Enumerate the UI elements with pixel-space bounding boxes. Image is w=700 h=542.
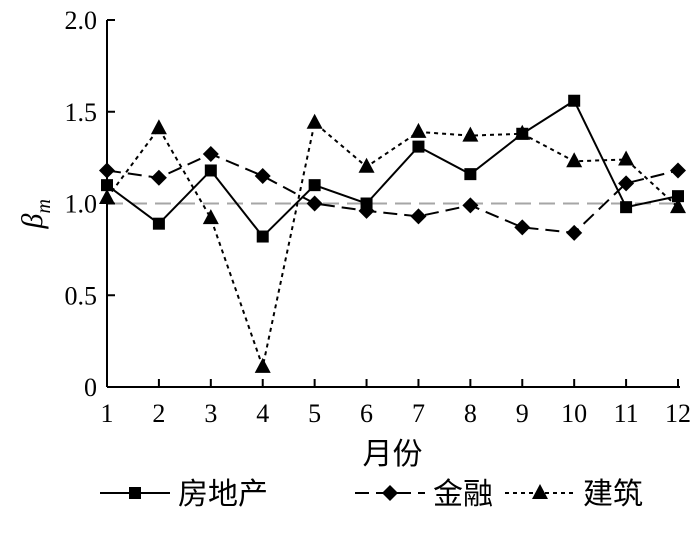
data-point-3 <box>358 157 375 173</box>
data-point-2 <box>358 202 375 219</box>
data-point-2 <box>410 208 427 225</box>
data-point-1 <box>204 164 217 177</box>
data-point-2 <box>254 167 271 184</box>
data-point-3 <box>566 152 583 168</box>
legend-label-2: 金融 <box>433 478 493 511</box>
data-point-3 <box>254 357 271 373</box>
x-tick-label: 3 <box>204 399 217 428</box>
data-point-3 <box>670 198 686 214</box>
data-point-2 <box>306 195 323 212</box>
y-axis-label: βm <box>16 199 55 229</box>
y-tick-label: 1.5 <box>65 98 98 127</box>
y-tick-label: 2.0 <box>65 6 98 35</box>
data-point-1 <box>101 179 113 192</box>
data-point-3 <box>514 124 531 140</box>
data-point-3 <box>410 122 427 138</box>
data-point-1 <box>464 168 477 181</box>
x-tick-label: 6 <box>360 399 373 428</box>
legend-marker-2 <box>382 485 398 501</box>
x-tick-label: 10 <box>561 399 587 428</box>
data-point-1 <box>308 179 321 192</box>
data-point-3 <box>150 119 167 135</box>
x-tick-label: 5 <box>308 399 321 428</box>
data-point-2 <box>202 145 219 162</box>
legend-label-3: 建筑 <box>583 478 643 511</box>
y-tick-label: 1.0 <box>65 190 98 219</box>
x-tick-label: 8 <box>464 399 477 428</box>
data-point-1 <box>620 201 633 214</box>
x-axis-label: 月份 <box>363 438 423 471</box>
data-point-1 <box>256 230 269 243</box>
x-tick-label: 4 <box>256 399 269 428</box>
data-point-1 <box>412 140 425 153</box>
data-point-2 <box>514 219 531 236</box>
data-point-2 <box>462 197 479 214</box>
legend-marker-3 <box>532 484 548 499</box>
data-point-2 <box>618 175 635 192</box>
x-tick-label: 7 <box>412 399 425 428</box>
x-tick-label: 12 <box>665 399 691 428</box>
series-line-2 <box>106 152 679 234</box>
data-point-1 <box>568 94 581 107</box>
data-point-2 <box>99 162 115 179</box>
data-point-1 <box>152 217 165 230</box>
y-axis-label-subscript: m <box>33 199 55 213</box>
data-point-3 <box>462 126 479 142</box>
x-tick-label: 11 <box>614 399 639 428</box>
series-line-3 <box>106 120 679 371</box>
data-point-1 <box>672 190 684 203</box>
y-tick-label: 0.5 <box>65 281 98 310</box>
x-tick-label: 9 <box>516 399 529 428</box>
data-point-2 <box>670 162 686 179</box>
data-point-3 <box>99 188 115 204</box>
y-tick-label: 0 <box>84 373 97 402</box>
x-tick-label: 2 <box>152 399 165 428</box>
data-point-3 <box>306 113 323 129</box>
data-point-2 <box>566 224 583 241</box>
data-point-3 <box>618 150 635 166</box>
series-line-1 <box>106 99 679 239</box>
legend-label-1: 房地产 <box>178 478 268 511</box>
data-point-3 <box>202 209 219 225</box>
legend-marker-1 <box>129 487 141 499</box>
x-tick-label: 1 <box>101 399 114 428</box>
data-point-2 <box>150 169 167 186</box>
